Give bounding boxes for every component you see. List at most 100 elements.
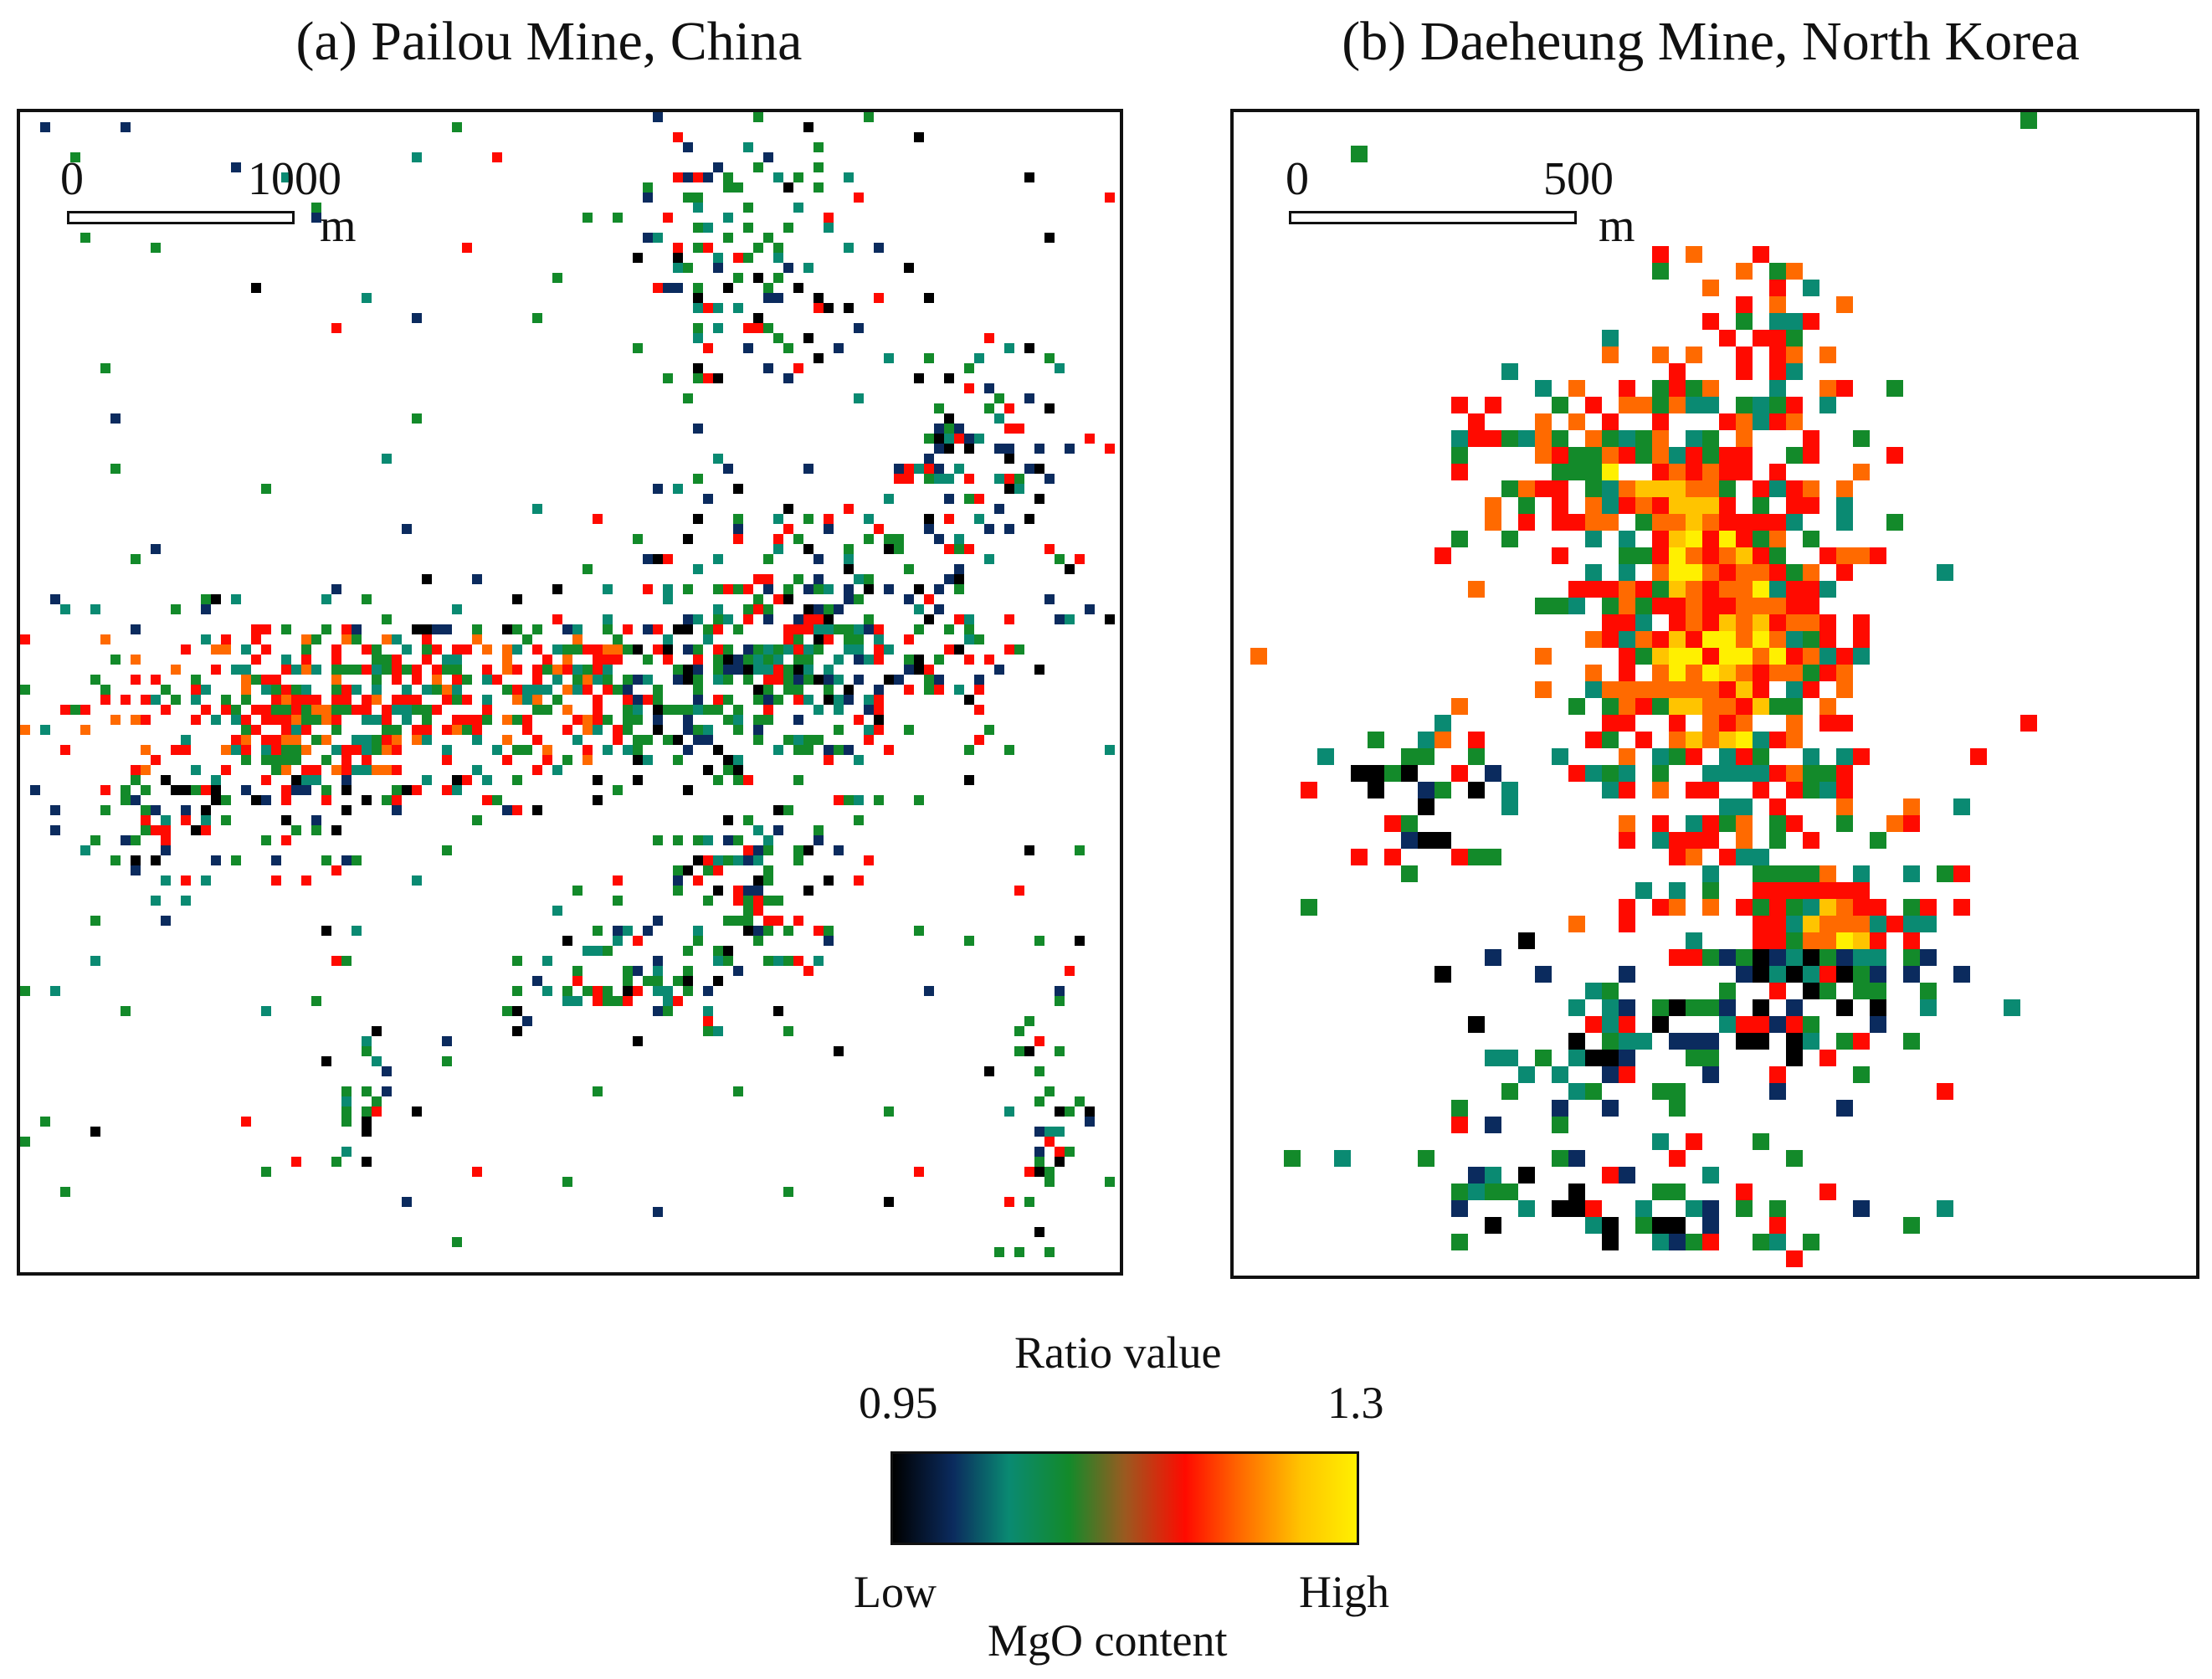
raster-cell	[693, 303, 703, 313]
raster-cell	[944, 494, 954, 504]
raster-cell	[1602, 514, 1619, 531]
raster-cell	[1619, 564, 1635, 581]
raster-cell	[382, 725, 392, 735]
raster-cell	[673, 996, 683, 1006]
raster-cell	[1401, 865, 1418, 882]
raster-cell	[552, 675, 562, 685]
raster-cell	[924, 594, 934, 604]
raster-cell	[1602, 464, 1619, 480]
raster-cell	[723, 956, 733, 966]
raster-cell	[412, 735, 422, 745]
raster-cell	[1886, 815, 1903, 832]
raster-cell	[703, 1026, 713, 1036]
raster-cell	[1736, 899, 1753, 916]
raster-cell	[623, 685, 633, 695]
raster-cell	[773, 333, 783, 343]
raster-cell	[422, 655, 432, 665]
raster-cell	[1803, 916, 1819, 932]
raster-cell	[733, 855, 743, 865]
raster-cell	[512, 986, 522, 996]
raster-cell	[1619, 999, 1635, 1016]
raster-cell	[1702, 715, 1719, 732]
raster-cell	[683, 705, 693, 715]
raster-cell	[1652, 514, 1669, 531]
raster-cell	[1585, 732, 1602, 748]
raster-cell	[1518, 497, 1535, 514]
raster-cell	[412, 624, 422, 634]
raster-cell	[1401, 765, 1418, 782]
raster-cell	[1769, 313, 1786, 330]
raster-cell	[653, 112, 663, 122]
raster-cell	[291, 665, 301, 675]
raster-cell	[1686, 1234, 1702, 1250]
raster-cell	[1886, 514, 1903, 531]
raster-cell	[1769, 832, 1786, 849]
raster-cell	[1652, 497, 1669, 514]
raster-cell	[1669, 1184, 1686, 1200]
raster-cell	[773, 544, 783, 554]
raster-cell	[964, 655, 974, 665]
raster-cell	[442, 685, 452, 695]
raster-cell	[1669, 999, 1686, 1016]
raster-cell	[723, 614, 733, 624]
raster-cell	[1836, 497, 1853, 514]
raster-cell	[874, 243, 884, 253]
raster-cell	[1769, 966, 1786, 983]
raster-cell	[813, 926, 824, 936]
raster-cell	[593, 986, 603, 996]
raster-cell	[1769, 1200, 1786, 1217]
raster-cell	[763, 574, 773, 584]
raster-cell	[1384, 849, 1401, 865]
raster-cell	[884, 745, 894, 755]
raster-cell	[924, 474, 934, 484]
raster-cell	[743, 142, 753, 152]
raster-cell	[1786, 966, 1803, 983]
raster-cell	[281, 735, 291, 745]
raster-cell	[603, 655, 613, 665]
raster-cell	[844, 504, 854, 514]
raster-cell	[1014, 1247, 1024, 1257]
raster-cell	[653, 976, 663, 986]
raster-cell	[733, 725, 743, 735]
raster-cell	[1065, 444, 1075, 454]
raster-cell	[1736, 1184, 1753, 1200]
raster-cell	[944, 444, 954, 454]
raster-cell	[1635, 447, 1652, 464]
raster-cell	[1034, 444, 1044, 454]
raster-cell	[1702, 464, 1719, 480]
raster-cell	[854, 715, 864, 725]
raster-cell	[1853, 1033, 1870, 1050]
raster-cell	[382, 454, 392, 464]
raster-cell	[1937, 1200, 1953, 1217]
raster-cell	[1736, 798, 1753, 815]
raster-cell	[1501, 480, 1518, 497]
raster-cell	[713, 454, 723, 464]
raster-cell	[753, 695, 763, 705]
raster-cell	[1669, 531, 1686, 547]
raster-cell	[793, 203, 803, 213]
raster-cell	[1635, 480, 1652, 497]
raster-cell	[1619, 614, 1635, 631]
raster-cell	[382, 665, 392, 675]
raster-cell	[1434, 547, 1451, 564]
raster-cell	[1853, 748, 1870, 765]
raster-cell	[824, 926, 834, 936]
raster-cell	[1635, 681, 1652, 698]
raster-cell	[1034, 1096, 1044, 1106]
raster-cell	[141, 805, 151, 815]
raster-cell	[683, 142, 693, 152]
raster-cell	[1853, 949, 1870, 966]
raster-cell	[1552, 397, 1568, 413]
raster-cell	[723, 665, 733, 675]
raster-cell	[1803, 865, 1819, 882]
raster-cell	[341, 1086, 352, 1096]
raster-cell	[572, 644, 583, 655]
raster-cell	[201, 604, 211, 614]
raster-cell	[1485, 1050, 1501, 1066]
raster-cell	[813, 735, 824, 745]
raster-cell	[593, 675, 603, 685]
raster-cell	[593, 926, 603, 936]
raster-cell	[753, 574, 763, 584]
raster-cell	[974, 675, 984, 685]
raster-cell	[773, 916, 783, 926]
